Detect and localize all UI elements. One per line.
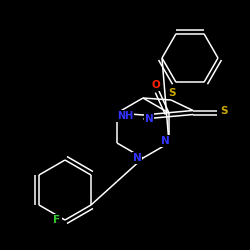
Text: NH: NH: [117, 111, 133, 121]
Text: F: F: [54, 215, 60, 225]
Text: S: S: [168, 88, 176, 98]
Text: N: N: [145, 114, 154, 124]
Text: O: O: [152, 80, 160, 90]
Text: S: S: [220, 106, 228, 116]
Text: N: N: [132, 153, 141, 163]
Text: N: N: [160, 136, 169, 146]
